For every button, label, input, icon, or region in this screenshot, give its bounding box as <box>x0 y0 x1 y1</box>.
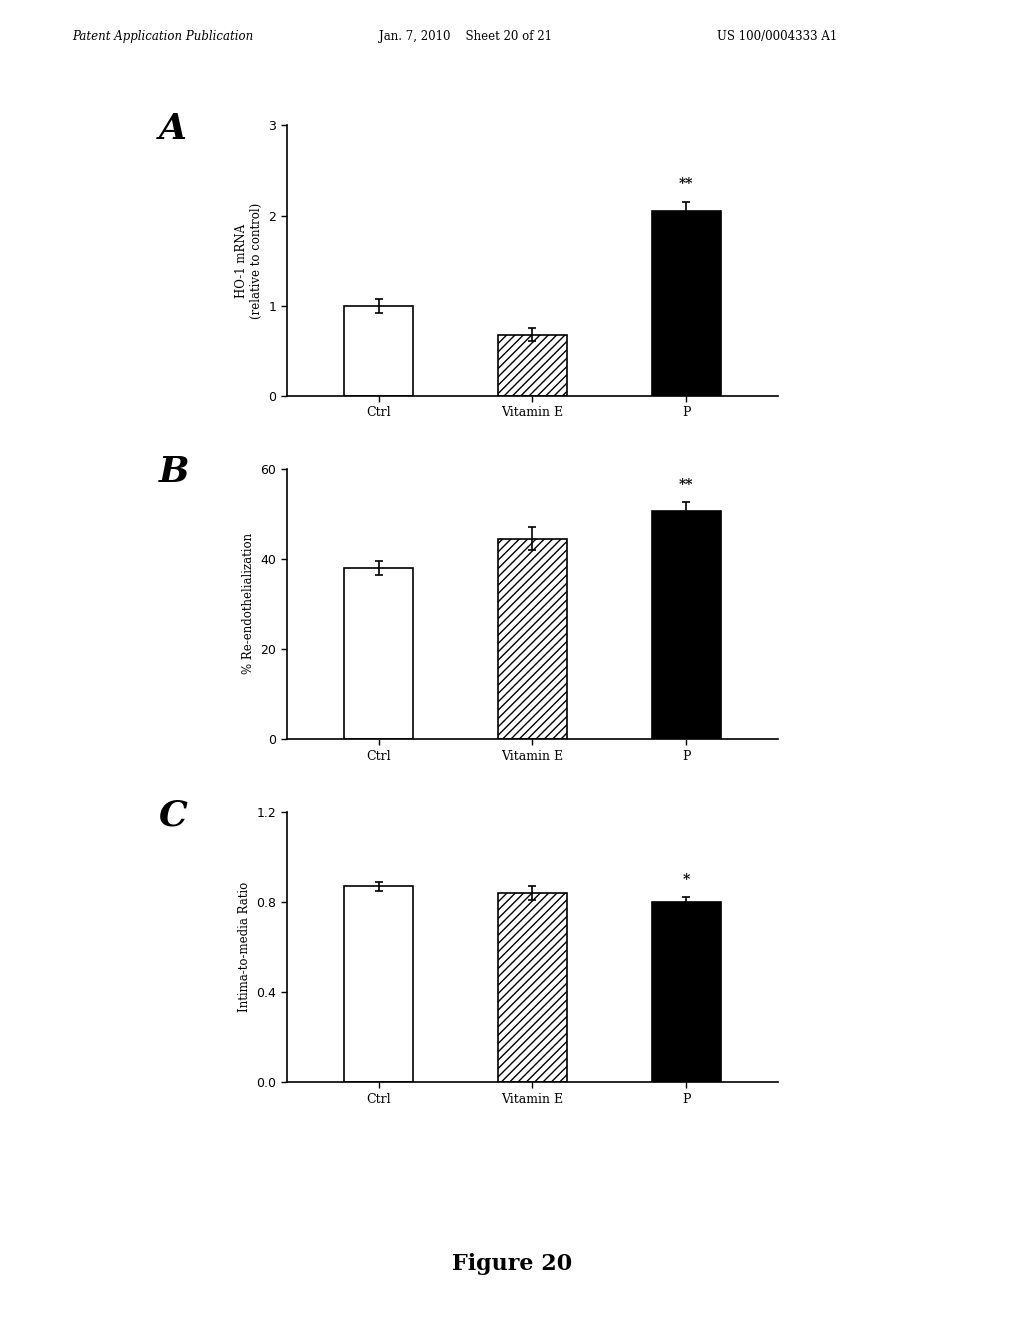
Text: *: * <box>682 873 690 887</box>
Text: A: A <box>159 112 187 147</box>
Text: US 100/0004333 A1: US 100/0004333 A1 <box>717 30 837 44</box>
Bar <box>651 211 721 396</box>
Bar <box>498 335 567 396</box>
Text: Jan. 7, 2010    Sheet 20 of 21: Jan. 7, 2010 Sheet 20 of 21 <box>379 30 552 44</box>
Bar <box>651 511 721 739</box>
Bar <box>344 886 414 1082</box>
Text: **: ** <box>679 177 693 191</box>
Y-axis label: Intima-to-media Ratio: Intima-to-media Ratio <box>238 882 251 1012</box>
Text: **: ** <box>679 478 693 491</box>
Text: C: C <box>159 799 187 833</box>
Bar <box>651 902 721 1082</box>
Y-axis label: HO-1 mRNA
(relative to control): HO-1 mRNA (relative to control) <box>234 202 263 319</box>
Bar <box>344 306 414 396</box>
Text: Figure 20: Figure 20 <box>452 1253 572 1275</box>
Bar <box>498 539 567 739</box>
Bar <box>498 892 567 1082</box>
Text: B: B <box>159 455 189 490</box>
Y-axis label: % Re-endothelialization: % Re-endothelialization <box>242 533 255 675</box>
Text: Patent Application Publication: Patent Application Publication <box>72 30 253 44</box>
Bar <box>344 568 414 739</box>
